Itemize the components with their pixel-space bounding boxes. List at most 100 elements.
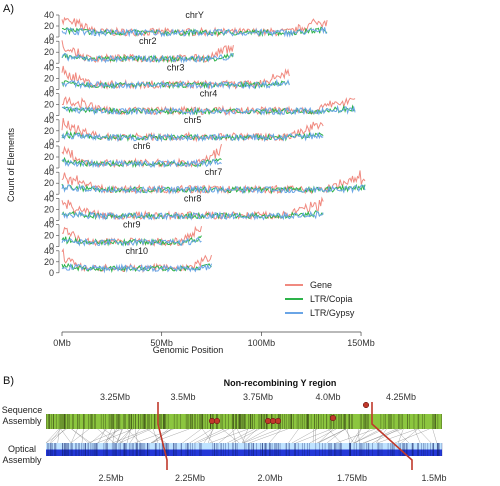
bottom-tick-label: 1.75Mb	[337, 473, 367, 483]
top-tick-label: 3.5Mb	[170, 392, 195, 402]
y-tick-label: 40	[44, 89, 54, 99]
alignment-line	[119, 428, 152, 444]
series-line-ltr-gypsy-chr10	[61, 263, 212, 274]
alignment-line	[112, 428, 149, 444]
alignment-line	[126, 428, 141, 444]
alignment-line	[112, 428, 116, 444]
alignment-line	[129, 428, 140, 444]
alignment-line	[377, 428, 417, 444]
y-tick-label: 20	[44, 47, 54, 57]
alignment-line	[134, 428, 138, 444]
chrom-label: chr8	[184, 193, 202, 203]
series-line-ltr-copia-chr4	[61, 104, 356, 116]
y-tick-label: 40	[44, 115, 54, 125]
y-tick-label: 0	[49, 32, 54, 42]
y-tick-label: 0	[49, 111, 54, 121]
bottom-tick-label: 2.5Mb	[98, 473, 123, 483]
y-tick-label: 20	[44, 73, 54, 83]
x-tick-label: 150Mb	[347, 338, 375, 348]
alignment-line	[232, 428, 236, 444]
alignment-line	[189, 428, 213, 444]
alignment-line	[269, 428, 282, 444]
y-tick-label: 0	[49, 137, 54, 147]
series-line-ltr-gypsy-chr3	[61, 78, 290, 90]
y-tick-label: 0	[49, 58, 54, 68]
alignment-line	[295, 428, 332, 444]
alignment-line	[116, 428, 123, 444]
x-axis-label: Genomic Position	[153, 345, 224, 355]
alignment-line	[182, 428, 202, 444]
alignment-line	[60, 428, 72, 444]
top-tick-label: 3.25Mb	[100, 392, 130, 402]
optical-assembly-label-line1: Optical	[8, 444, 36, 454]
series-line-ltr-gypsy-chr6	[61, 158, 222, 169]
alignment-line	[354, 428, 381, 444]
legend-label-gypsy: LTR/Gypsy	[310, 308, 355, 318]
alignment-line	[98, 428, 106, 444]
top-tick-label: 4.25Mb	[386, 392, 416, 402]
y-tick-label: 40	[44, 220, 54, 230]
bottom-position-ticks: 2.5Mb 2.25Mb 2.0Mb 1.75Mb 1.5Mb	[98, 473, 446, 483]
alignment-line	[375, 428, 387, 444]
y-tick-label: 40	[44, 167, 54, 177]
y-tick-label: 20	[44, 21, 54, 31]
y-tick-label: 0	[49, 84, 54, 94]
bottom-tick-label: 2.25Mb	[175, 473, 205, 483]
alignment-lines	[45, 428, 437, 444]
y-tick-label: 20	[44, 152, 54, 162]
x-tick-label: 50Mb	[150, 338, 173, 348]
alignment-line	[51, 428, 65, 444]
series-line-ltr-gypsy-chr5	[61, 131, 324, 143]
alignment-line	[357, 428, 360, 444]
alignment-line	[328, 428, 342, 444]
y-tick-label: 40	[44, 36, 54, 46]
marker-dot	[213, 417, 221, 425]
y-tick-label: 40	[44, 10, 54, 20]
panel-b-alignment	[45, 401, 443, 470]
y-tick-label: 20	[44, 204, 54, 214]
alignment-line	[45, 428, 67, 444]
chrom-label: chr2	[139, 36, 157, 46]
top-tick-label: 4.0Mb	[315, 392, 340, 402]
marker-dot	[362, 401, 370, 409]
alignment-line	[236, 428, 245, 444]
alignment-line	[116, 428, 123, 444]
alignment-line	[242, 428, 268, 444]
alignment-line	[197, 428, 229, 444]
y-tick-label: 20	[44, 257, 54, 267]
chrom-label: chr5	[184, 115, 202, 125]
alignment-line	[355, 428, 371, 444]
y-tick-label: 20	[44, 100, 54, 110]
alignment-line	[134, 428, 174, 444]
y-axis-label: Count of Elements	[6, 127, 16, 202]
chrom-label: chr9	[123, 220, 141, 230]
y-tick-label: 0	[49, 163, 54, 173]
y-tick-label: 40	[44, 193, 54, 203]
chrom-label: chr4	[200, 89, 218, 99]
legend: Gene LTR/Copia LTR/Gypsy	[285, 280, 355, 318]
alignment-line	[106, 428, 118, 444]
bottom-tick-label: 1.5Mb	[421, 473, 446, 483]
alignment-line	[347, 428, 350, 444]
alignment-line	[81, 428, 84, 444]
alignment-line	[49, 428, 61, 444]
alignment-line	[362, 428, 403, 444]
alignment-line	[394, 428, 430, 444]
alignment-line	[202, 428, 213, 444]
optical-assembly-bar-top	[46, 443, 442, 450]
alignment-line	[150, 428, 190, 444]
y-tick-label: 0	[49, 242, 54, 252]
optical-assembly-bar-bottom	[46, 449, 442, 456]
series-line-ltr-copia-chr3	[61, 80, 290, 90]
series-line-ltr-gypsy-chr2	[61, 52, 234, 64]
panel-b-title: Non-recombining Y region	[224, 378, 337, 388]
alignment-line	[120, 428, 132, 444]
y-tick-label: 0	[49, 268, 54, 278]
alignment-line	[354, 428, 362, 444]
region-boundary-line	[157, 402, 168, 470]
